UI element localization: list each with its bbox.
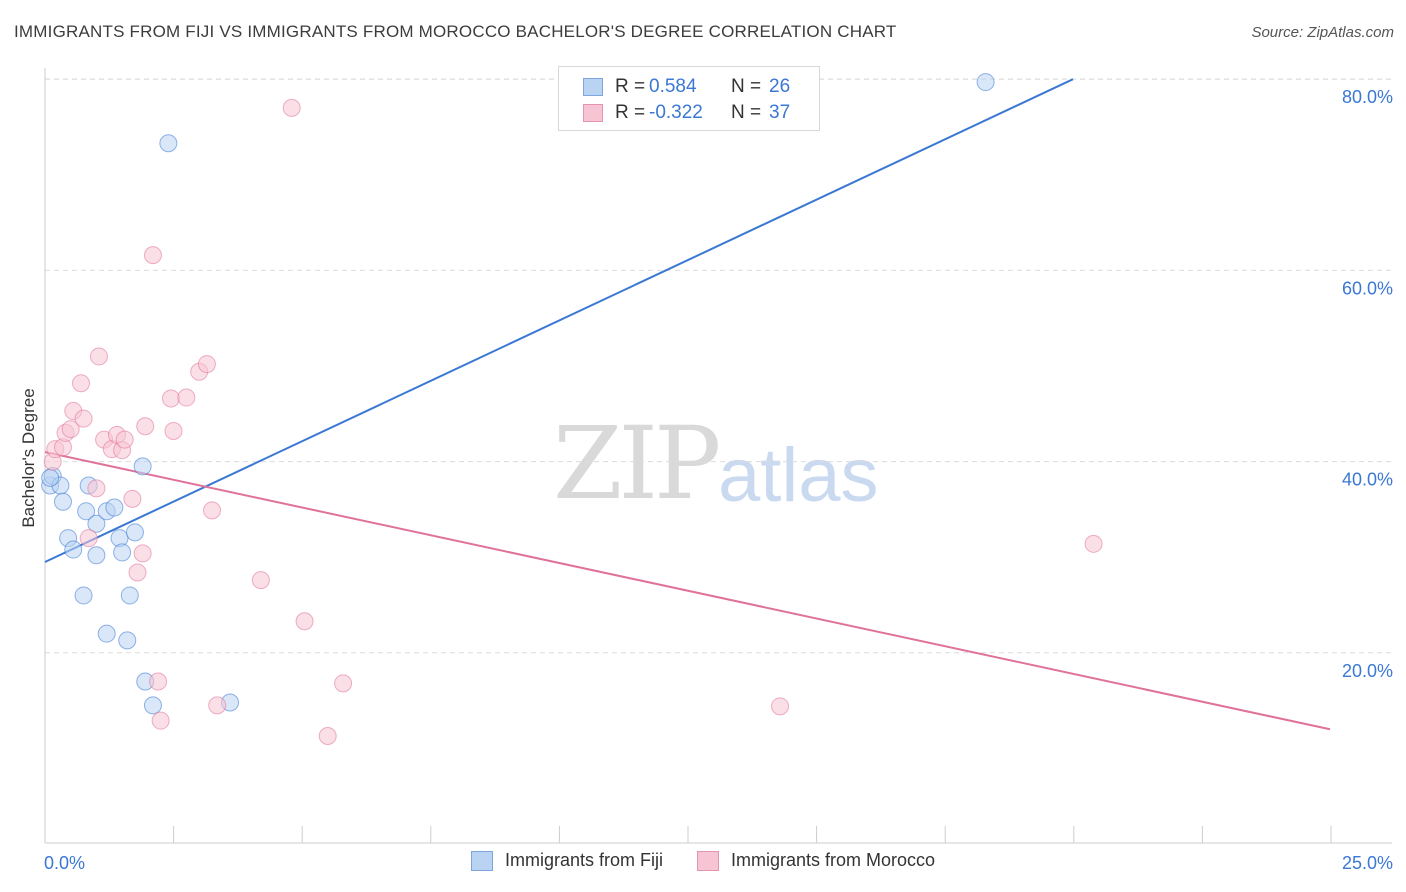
morocco-point <box>133 544 152 563</box>
y-tick-label: 20.0% <box>1342 661 1393 681</box>
fiji-point <box>41 468 60 487</box>
n-value: 37 <box>769 102 791 123</box>
morocco-point <box>61 420 80 439</box>
y-tick-label: 60.0% <box>1342 278 1393 298</box>
y-axis-label: Bachelor's Degree <box>19 388 38 527</box>
morocco-point <box>136 417 155 436</box>
y-tick-label: 80.0% <box>1342 87 1393 107</box>
fiji-swatch <box>583 78 603 96</box>
fiji-point <box>87 546 106 565</box>
morocco-point <box>161 389 180 408</box>
fiji-point <box>143 696 162 715</box>
watermark-zip: ZIP <box>553 405 721 522</box>
legend-label-fiji: Immigrants from Fiji <box>504 850 663 870</box>
morocco-point <box>151 711 170 730</box>
gridlines <box>45 78 1392 654</box>
fiji-trend-line <box>44 78 1074 563</box>
morocco-point <box>1084 534 1103 553</box>
fiji-point <box>976 73 995 92</box>
chart-title: IMMIGRANTS FROM FIJI VS IMMIGRANTS FROM … <box>14 22 897 41</box>
series-legend: Immigrants from Fiji Immigrants from Mor… <box>0 850 1406 871</box>
n-label: N = <box>731 76 762 97</box>
legend-item-morocco: Immigrants from Morocco <box>696 850 936 871</box>
x-tick-label-min: 0.0% <box>44 853 85 873</box>
axes <box>44 68 1392 844</box>
morocco-legend-swatch <box>696 850 719 871</box>
fiji-point <box>118 631 137 650</box>
r-label: R = <box>615 102 646 123</box>
legend-row-morocco: R = -0.322 N = 37 <box>583 100 790 126</box>
morocco-point <box>197 355 216 374</box>
morocco-point <box>177 388 196 407</box>
watermark-atlas: atlas <box>718 433 879 518</box>
x-tick-label-max: 25.0% <box>1342 853 1393 873</box>
morocco-point <box>128 563 147 582</box>
trend-lines <box>44 78 1331 731</box>
fiji-point <box>97 624 116 643</box>
morocco-point <box>143 246 162 265</box>
fiji-point <box>64 540 83 559</box>
morocco-point <box>282 98 301 117</box>
morocco-point <box>203 501 222 520</box>
r-value: 0.584 <box>649 76 697 97</box>
morocco-point <box>295 612 314 631</box>
fiji-point <box>105 498 124 517</box>
fiji-point <box>53 492 72 511</box>
morocco-point <box>79 529 98 548</box>
y-tick-label: 40.0% <box>1342 470 1393 490</box>
n-label: N = <box>731 102 762 123</box>
fiji-legend-swatch <box>470 850 493 871</box>
fiji-point <box>113 543 132 562</box>
fiji-point <box>159 134 178 153</box>
data-points <box>41 73 1103 745</box>
morocco-point <box>89 347 108 366</box>
r-value: -0.322 <box>649 102 703 123</box>
fiji-point <box>74 586 93 605</box>
source-label: Source: ZipAtlas.com <box>1251 24 1394 41</box>
morocco-swatch <box>583 104 603 122</box>
morocco-point <box>74 409 93 428</box>
morocco-point <box>318 726 337 745</box>
fiji-point <box>133 457 152 476</box>
correlation-legend: R = 0.584 N = 26 R = -0.322 N = 37 <box>558 66 820 131</box>
fiji-point <box>77 502 96 521</box>
fiji-point <box>87 514 106 533</box>
morocco-point <box>149 672 168 691</box>
fiji-point <box>120 586 139 605</box>
morocco-point <box>123 489 142 508</box>
legend-item-fiji: Immigrants from Fiji <box>470 850 663 871</box>
morocco-point <box>164 422 183 441</box>
morocco-point <box>251 571 270 590</box>
morocco-point <box>334 674 353 693</box>
morocco-point <box>771 697 790 716</box>
axis-labels: 20.0% 40.0% 60.0% 80.0% 0.0% 25.0% Bachelor's … <box>19 87 1393 873</box>
morocco-point <box>87 479 106 498</box>
morocco-point <box>71 374 90 393</box>
fiji-point <box>125 523 144 542</box>
legend-label-morocco: Immigrants from Morocco <box>730 850 936 870</box>
morocco-point <box>208 696 227 715</box>
r-label: R = <box>615 76 646 97</box>
n-value: 26 <box>769 76 791 97</box>
morocco-point <box>115 430 134 449</box>
morocco-trend-line <box>44 451 1331 731</box>
legend-row-fiji: R = 0.584 N = 26 <box>583 74 790 100</box>
